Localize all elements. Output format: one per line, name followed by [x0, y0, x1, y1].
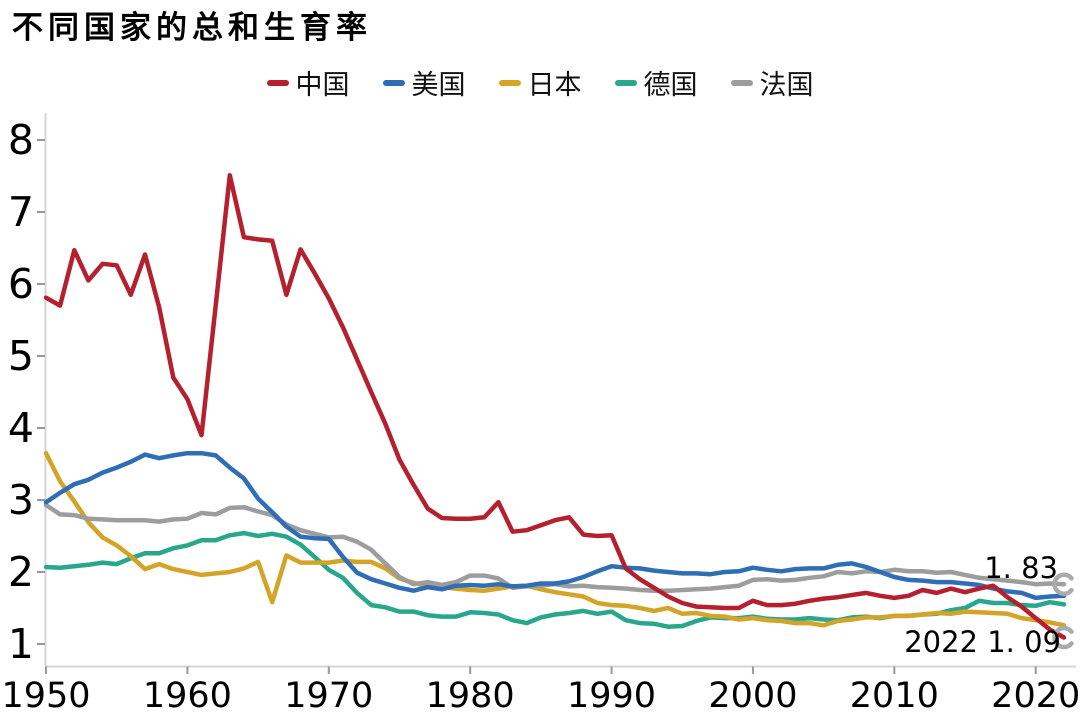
- legend-item-0: 中国: [266, 63, 350, 102]
- annotation-france-end-value: 1. 83: [984, 551, 1058, 585]
- annotation-china-2022-value: 2022 1. 09: [904, 625, 1061, 659]
- end-marker-ring-4: [1052, 572, 1074, 596]
- legend-swatch-icon: [382, 79, 405, 86]
- x-tick-label: 2000: [708, 676, 798, 716]
- y-tick-label: 1: [7, 620, 34, 668]
- x-tick-label: 1950: [1, 676, 91, 716]
- legend-item-2: 日本: [498, 63, 582, 102]
- y-tick-label: 5: [7, 332, 34, 380]
- legend-label: 德国: [643, 70, 698, 100]
- series-line-0: [43, 173, 1067, 640]
- series-line-2: [43, 450, 1067, 628]
- legend-label: 日本: [527, 70, 582, 100]
- legend: 中国 美国 日本 德国 法国: [0, 63, 1080, 102]
- legend-swatch-icon: [498, 79, 521, 86]
- x-tick-label: 1980: [425, 676, 515, 716]
- x-tick-label: 1960: [142, 676, 232, 716]
- y-tick-label: 6: [7, 260, 34, 308]
- legend-label: 中国: [295, 70, 350, 100]
- chart-title: 不同国家的总和生育率: [12, 10, 372, 45]
- legend-label: 美国: [411, 70, 466, 100]
- legend-swatch-icon: [266, 79, 289, 86]
- legend-swatch-icon: [730, 79, 753, 86]
- y-tick-label: 4: [7, 404, 34, 452]
- legend-item-1: 美国: [382, 63, 466, 102]
- x-tick-label: 1970: [284, 676, 374, 716]
- x-tick-label: 2020: [991, 676, 1080, 716]
- legend-label: 法国: [759, 70, 814, 100]
- x-tick-label: 1990: [567, 676, 657, 716]
- y-tick-label: 2: [7, 548, 34, 596]
- x-tick-label: 2010: [849, 676, 939, 716]
- legend-item-3: 德国: [614, 63, 698, 102]
- legend-swatch-icon: [614, 79, 637, 86]
- y-tick-label: 3: [7, 476, 34, 524]
- y-tick-label: 8: [7, 116, 34, 164]
- end-marker-ring-0: [1052, 625, 1074, 650]
- series-line-1: [43, 450, 1067, 601]
- legend-item-4: 法国: [730, 63, 814, 102]
- y-tick-label: 7: [7, 188, 34, 236]
